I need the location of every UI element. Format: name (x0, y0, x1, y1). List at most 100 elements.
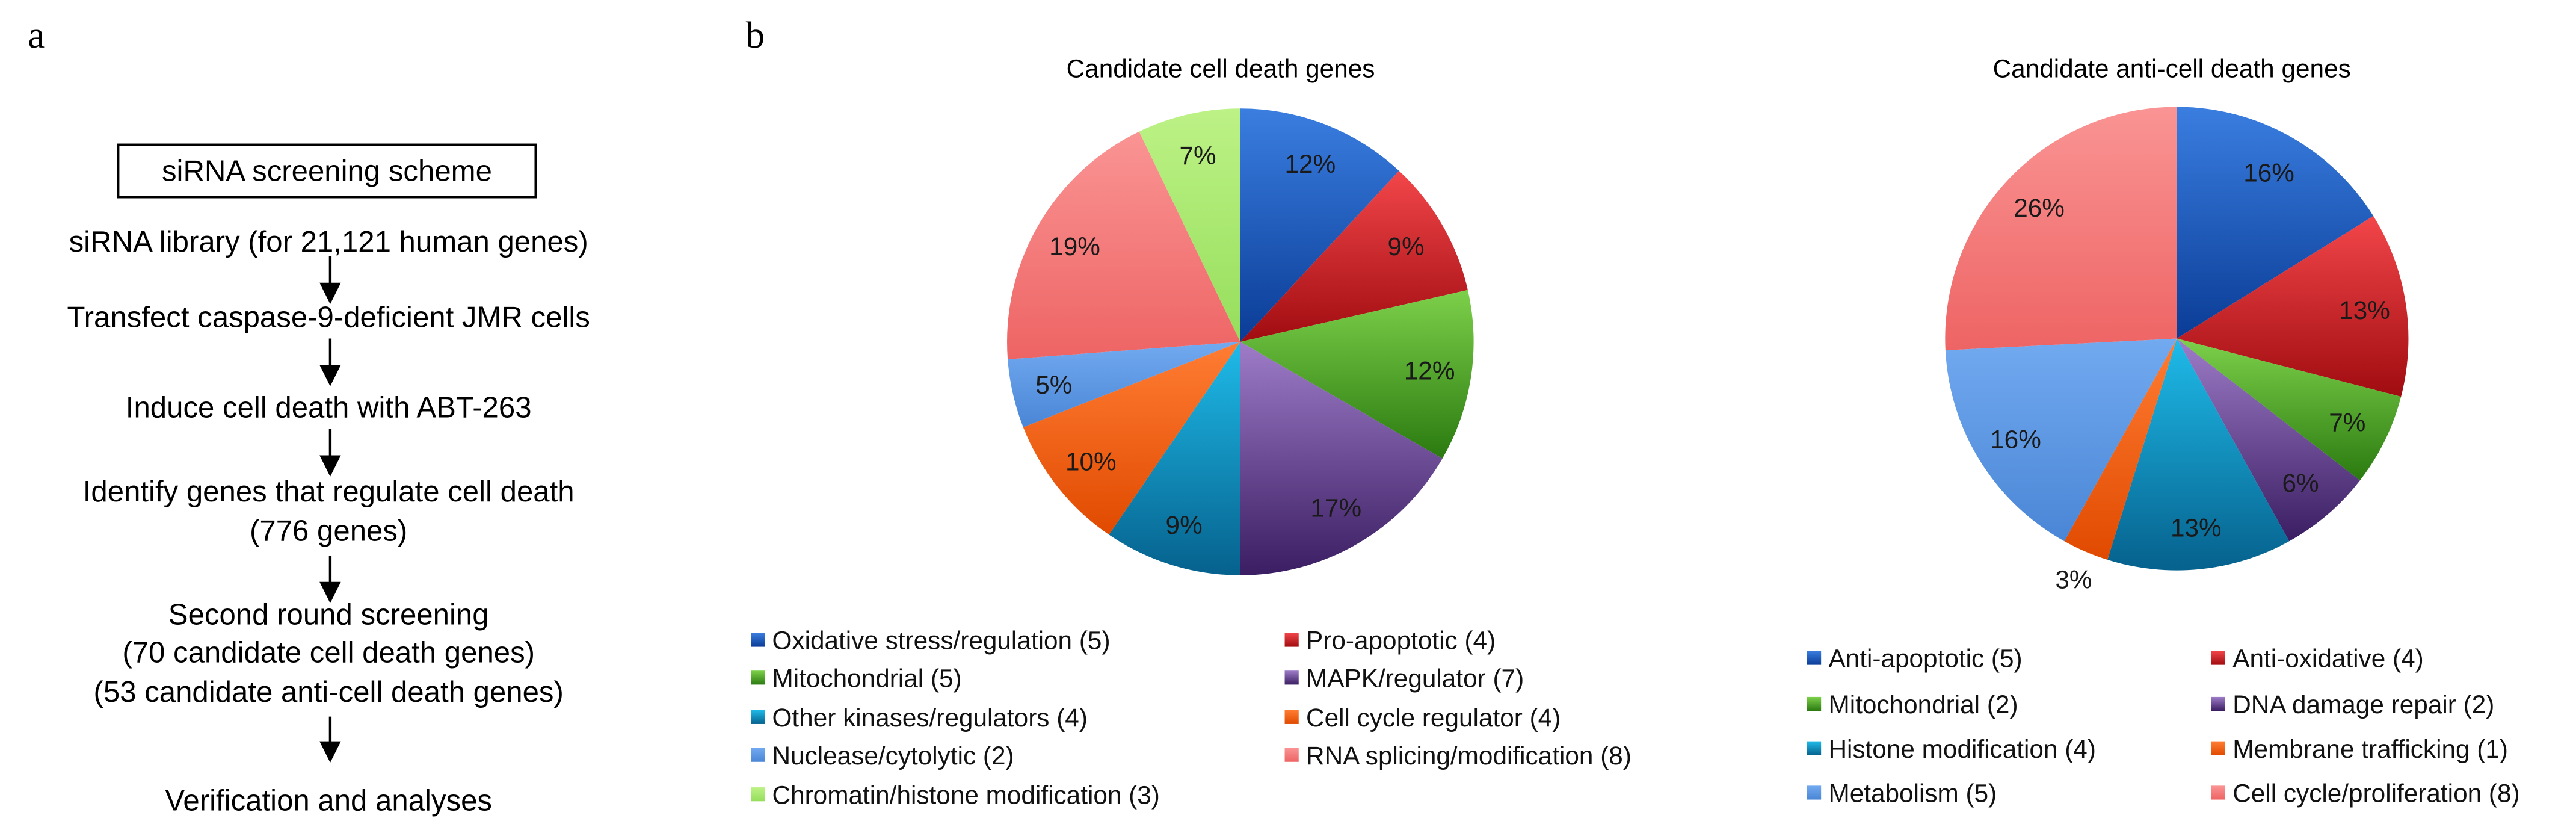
legend-swatch (751, 670, 765, 685)
slice-percent-label-pro-apoptotic: 9% (1387, 232, 1424, 261)
scheme-title: siRNA screening scheme (162, 155, 492, 187)
pie-slice-mitochondrial (1240, 290, 1474, 459)
flow-step-anti-cell-death-count: (53 candidate anti-cell death genes) (94, 676, 564, 708)
slice-percent-label-anti-oxidative: 13% (2339, 296, 2390, 324)
pie-slice-membrane-trafficking (2064, 338, 2177, 560)
slice-percent-label-oxidative-stress-regulation: 12% (1285, 150, 1336, 178)
legend-swatch (1284, 748, 1299, 762)
legend-label: Mitochondrial (5) (772, 664, 962, 692)
legend-label: Chromatin/histone modification (3) (772, 781, 1160, 809)
flow-step-identify: Identify genes that regulate cell death (83, 475, 575, 508)
slice-percent-label-mitochondrial: 7% (2329, 409, 2365, 437)
pie-title: Candidate cell death genes (1067, 54, 1375, 82)
slice-percent-label-cell-cycle-regulator: 10% (1065, 447, 1117, 475)
scheme-title-box (117, 143, 537, 199)
pie-slice-rna-splicing-modification (1007, 131, 1240, 359)
legend-item-mitochondrial: Mitochondrial (5) (751, 664, 962, 692)
flow-arrow (319, 338, 341, 386)
legend-label: Pro-apoptotic (4) (1306, 627, 1496, 655)
legend-swatch (2211, 696, 2225, 711)
legend-item-pro-apoptotic: Pro-apoptotic (4) (1284, 627, 1496, 655)
pie-slice-other-kinases-regulators (1109, 342, 1240, 575)
slice-percent-label-mapk-regulator: 17% (1310, 494, 1361, 522)
pie-percent-labels: 12% 9% 12% 17% 9% 10% 5% 19% 7% (1035, 141, 1455, 539)
legend-item-membrane-trafficking: Membrane trafficking (1) (2211, 735, 2508, 763)
legend-swatch (751, 710, 765, 724)
legend-label: Oxidative stress/regulation (5) (772, 627, 1111, 655)
pie-slice-oxidative-stress-regulation (1240, 108, 1399, 342)
flow-arrow (319, 556, 341, 604)
flow-arrow (319, 716, 341, 763)
legend-item-chromatin-histone-modification: Chromatin/histone modification (3) (751, 781, 1160, 809)
pie-title: Candidate anti-cell death genes (1993, 54, 2351, 82)
pie-legend: Anti-apoptotic (5) Anti-oxidative (4) Mito… (1807, 645, 2520, 808)
legend-swatch (751, 787, 765, 802)
flow-step-cell-death-count: (70 candidate cell death genes) (122, 637, 535, 669)
legend-label: Metabolism (5) (1828, 779, 1997, 808)
legend-label: Histone modification (4) (1828, 735, 2095, 763)
legend-swatch (1807, 741, 1822, 755)
pie-slice-histone-modification (2107, 338, 2290, 571)
legend-item-cell-cycle-proliferation: Cell cycle/proliferation (8) (2211, 779, 2520, 808)
pie-slice-mitochondrial (2177, 338, 2402, 481)
slice-percent-label-cell-cycle-proliferation: 26% (2014, 194, 2065, 222)
legend-swatch (1807, 785, 1822, 800)
pie-slice-cell-cycle-proliferation (1945, 107, 2177, 351)
legend-item-rna-splicing-modification: RNA splicing/modification (8) (1284, 742, 1632, 770)
pie-slice-anti-apoptotic (2177, 107, 2374, 339)
pie-slice-metabolism (1945, 338, 2177, 542)
slice-percent-label-anti-apoptotic: 16% (2243, 158, 2294, 187)
legend-item-metabolism: Metabolism (5) (1807, 779, 1997, 808)
legend-swatch (2211, 785, 2225, 800)
panel-b-label: b (746, 14, 765, 56)
legend-label: Nuclease/cytolytic (2) (772, 742, 1014, 770)
legend-swatch (2211, 651, 2225, 665)
slice-percent-label-chromatin-histone-modification: 7% (1179, 141, 1216, 170)
legend-label: Mitochondrial (2) (1828, 690, 2018, 719)
legend-swatch (1807, 651, 1822, 665)
legend-item-dna-damage-repair: DNA damage repair (2) (2211, 690, 2494, 719)
legend-label: DNA damage repair (2) (2232, 690, 2494, 719)
legend-item-mapk-regulator: MAPK/regulator (7) (1284, 664, 1524, 692)
legend-item-oxidative-stress-regulation: Oxidative stress/regulation (5) (751, 627, 1111, 655)
slice-percent-label-histone-modification: 13% (2171, 514, 2222, 542)
flow-step-transfect: Transfect caspase-9-deficient JMR cells (67, 301, 590, 333)
legend-item-mitochondrial: Mitochondrial (2) (1807, 690, 2018, 719)
legend-swatch (751, 633, 765, 647)
pie-slice-cell-cycle-regulator (1023, 342, 1240, 535)
legend-label: Cell cycle regulator (4) (1306, 704, 1561, 732)
panel-a: a siRNA screening scheme siRNA library (… (28, 14, 590, 817)
slice-percent-label-dna-damage-repair: 6% (2282, 469, 2319, 497)
pie-chart-cell-death: Candidate cell death genes 12% 9% 12% 17% 9%… (751, 54, 1632, 809)
legend-swatch (751, 748, 765, 762)
pie-slice-pro-apoptotic (1240, 170, 1468, 342)
pie-slice-chromatin-histone-modification (1139, 108, 1240, 342)
flow-step-verification: Verification and analyses (165, 784, 492, 817)
legend-item-nuclease-cytolytic: Nuclease/cytolytic (2) (751, 742, 1014, 770)
slice-percent-label-membrane-trafficking: 3% (2055, 565, 2092, 593)
legend-swatch (1284, 670, 1299, 685)
pie-legend: Oxidative stress/regulation (5) Pro-apopt… (751, 627, 1632, 809)
flow-arrow (319, 429, 341, 477)
flow-step-second-round: Second round screening (168, 599, 489, 631)
flow-step-library: siRNA library (for 21,121 human genes) (69, 226, 588, 258)
pie-slice-mapk-regulator (1240, 342, 1443, 575)
legend-item-anti-oxidative: Anti-oxidative (4) (2211, 645, 2424, 673)
slice-percent-label-nuclease-cytolytic: 5% (1035, 371, 1072, 399)
legend-swatch (1807, 696, 1822, 711)
panel-b: b Candidate cell death genes 12% 9% 12% 17%… (746, 14, 2520, 809)
flow-arrow (319, 256, 341, 305)
slice-percent-label-other-kinases-regulators: 9% (1166, 511, 1203, 539)
pie-slices (1007, 108, 1474, 575)
legend-label: MAPK/regulator (7) (1306, 664, 1524, 692)
panel-a-label: a (28, 14, 45, 56)
legend-item-cell-cycle-regulator: Cell cycle regulator (4) (1284, 704, 1561, 732)
legend-label: Membrane trafficking (1) (2232, 735, 2508, 763)
legend-label: RNA splicing/modification (8) (1306, 742, 1632, 770)
pie-slice-dna-damage-repair (2177, 338, 2360, 542)
slice-percent-label-rna-splicing-modification: 19% (1049, 232, 1100, 261)
legend-label: Anti-apoptotic (5) (1828, 645, 2022, 673)
pie-slices (1945, 107, 2409, 571)
legend-swatch (1284, 633, 1299, 647)
